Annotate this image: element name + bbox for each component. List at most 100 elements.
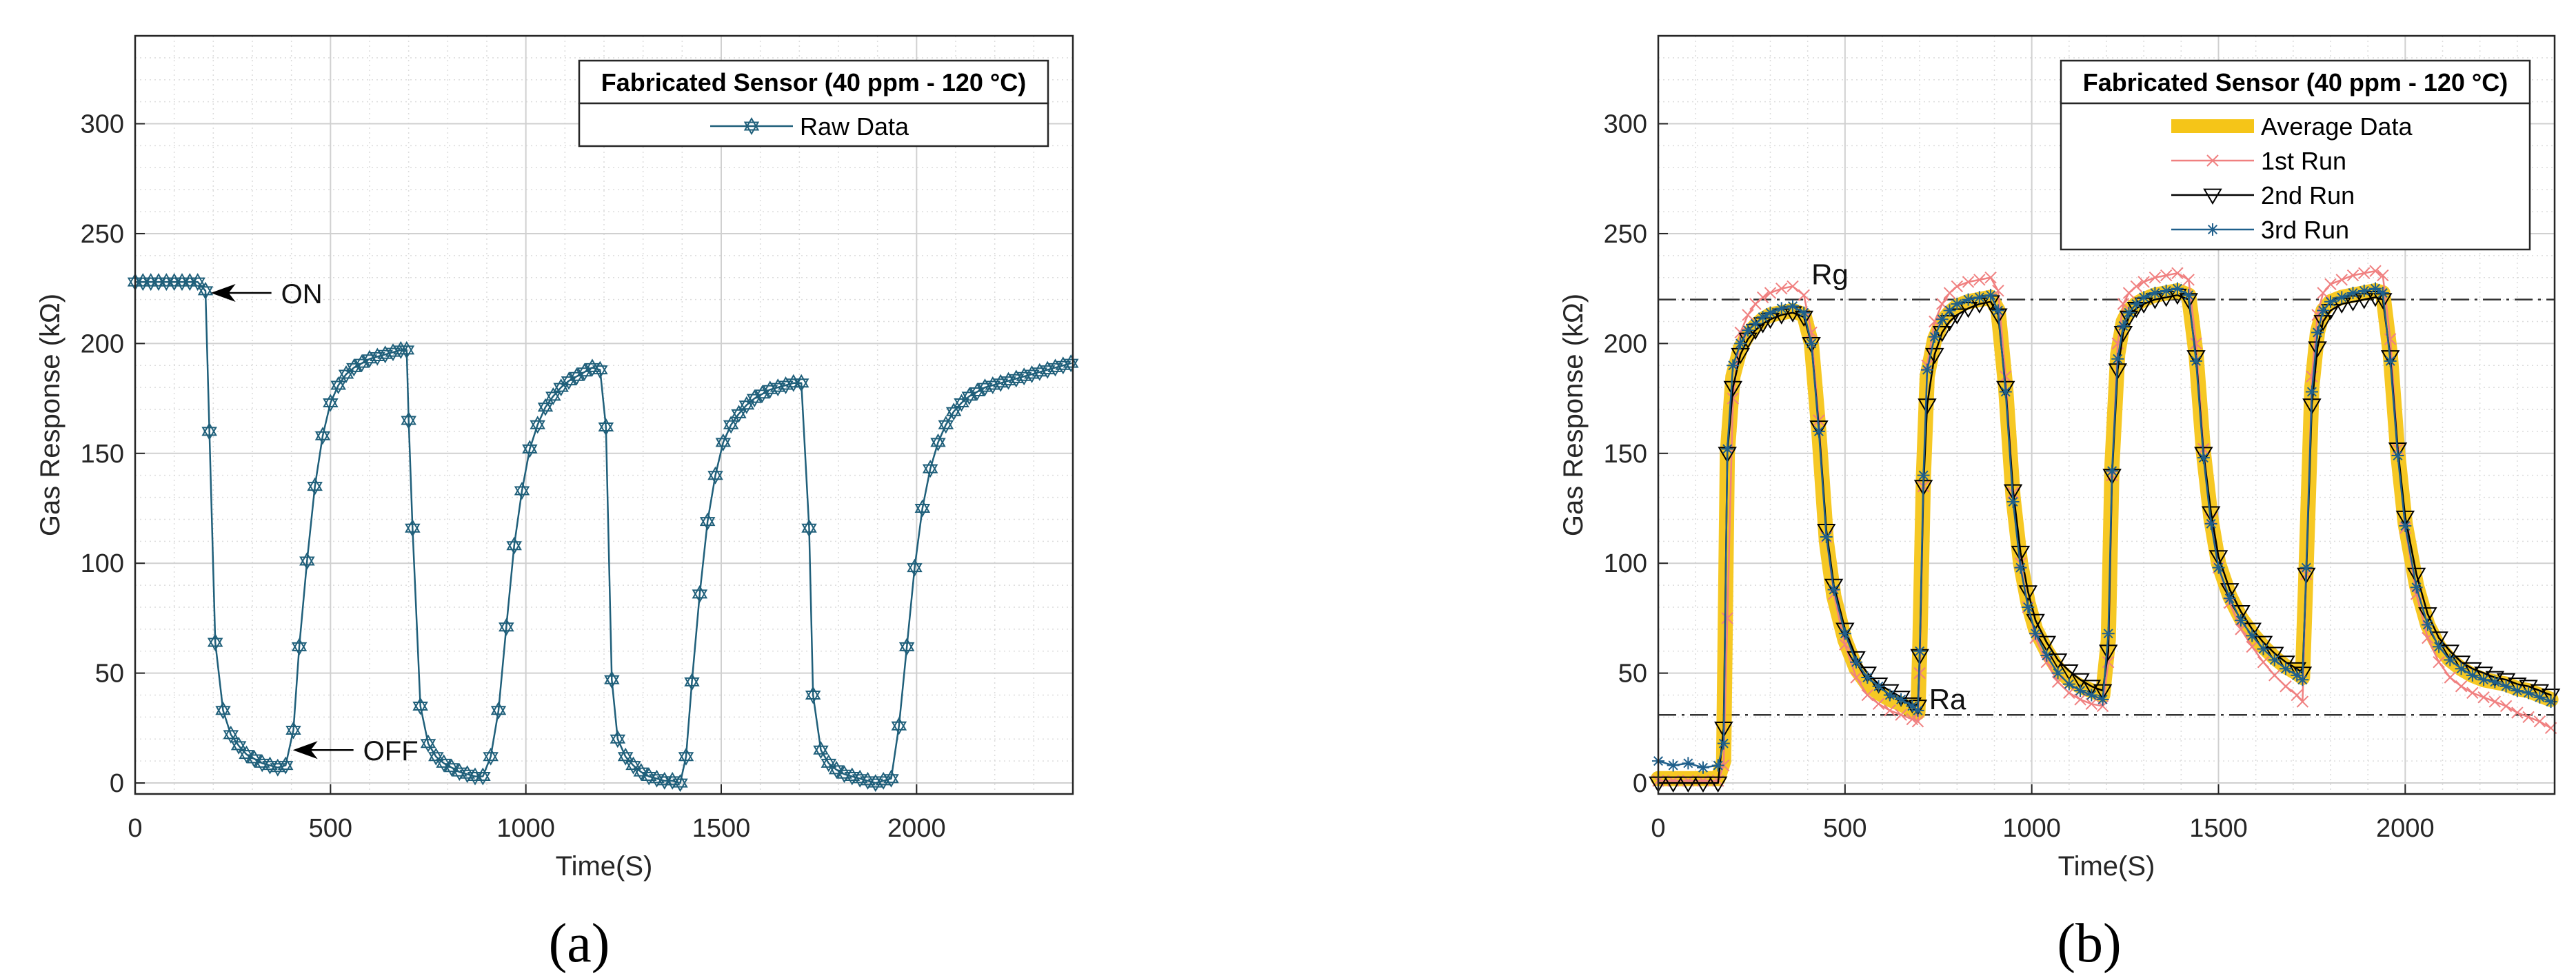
panel-a-series-0-point-b — [610, 734, 626, 748]
panel-b-series-3-point — [2477, 673, 2491, 686]
panel-a-series-0-point — [291, 638, 308, 656]
panel-b-series-3-point — [2223, 592, 2236, 605]
panel-b-series-3-point — [2137, 291, 2151, 304]
panel-b-series-2-point — [1824, 578, 1844, 595]
panel-b-y-tick-label: 150 — [1604, 440, 1647, 469]
panel-b-series-1-point — [1764, 287, 1777, 299]
panel-a-series-0-point — [1063, 354, 1079, 373]
panel-a-series-0-point-a — [569, 367, 585, 381]
panel-a-series-0-point-a — [201, 422, 217, 436]
panel-a-series-0-point-a — [174, 273, 190, 287]
panel-a-series-0-point — [420, 734, 436, 753]
panel-a-legend-marker-0-b — [743, 121, 760, 136]
panel-b-series-2-point — [1858, 666, 1878, 683]
panel-a-series-0-point-b — [150, 277, 167, 292]
panel-b-series-1-point — [2324, 278, 2337, 290]
panel-b-series-3-point — [2149, 287, 2162, 300]
panel-a-series-0-point-b — [746, 394, 763, 408]
panel-b-series-1-point — [1929, 315, 1941, 328]
panel-b-series-3-point — [2499, 680, 2513, 693]
panel-b-series-1-point — [1962, 276, 1975, 288]
panel-a-series-0-point-a — [159, 273, 174, 287]
panel-b-series-2-point — [2011, 545, 2031, 562]
panel-a-series-0-point-a — [805, 686, 821, 700]
panel-b-series-3-point — [1727, 359, 1740, 372]
panel-a-series-0-point-b — [239, 750, 254, 764]
panel-a-series-0-point-b — [499, 622, 514, 636]
panel-b-series-1-point — [2190, 337, 2202, 350]
panel-a-series-0-point-a — [307, 477, 323, 491]
panel-a-series-0-point-a — [246, 750, 263, 764]
panel-b-x-tick-label: 0 — [1651, 814, 1665, 843]
panel-a-series-0-point-a — [338, 365, 354, 379]
panel-b-series-2-point — [2098, 644, 2118, 661]
panel-a-series-0-point — [569, 367, 585, 386]
panel-a-x-tick-label: 500 — [309, 814, 352, 843]
panel-a-series-0-point-a — [207, 633, 223, 647]
panel-a-series-0-point-a — [182, 273, 198, 287]
panel-a-series-0-point — [633, 763, 650, 782]
panel-a-series-0-point-b — [475, 772, 491, 786]
panel-a-series-0-point-b — [561, 376, 577, 390]
panel-a-series-0-point-a — [323, 394, 339, 407]
panel-b-series-1-point — [2051, 675, 2064, 689]
panel-a-series-0-point-a — [922, 460, 938, 473]
panel-a-legend-label-0: Raw Data — [800, 112, 909, 141]
panel-a-series-0-point-a — [954, 394, 969, 407]
panel-b-series-3-point — [2369, 282, 2382, 295]
panel-a-series-0-point-b — [223, 730, 239, 744]
panel-b-series-2-point — [2186, 350, 2206, 367]
panel-a-series-0-point-b — [537, 403, 554, 416]
panel-a-series-0-point — [182, 273, 198, 292]
panel-a-series-0-point-b — [277, 761, 294, 775]
panel-b-y-tick-label: 250 — [1604, 220, 1647, 249]
panel-a-series-0-point-b — [246, 754, 263, 768]
panel-b-series-3-point — [2212, 561, 2225, 574]
panel-a-series-0-point — [598, 418, 614, 436]
panel-a-series-0-point-b — [945, 407, 962, 421]
panel-a-series-0-point — [159, 273, 174, 292]
panel-a-series-0-point-b — [592, 365, 608, 379]
panel-a-series-0-point-b — [576, 367, 592, 381]
panel-a-x-tick-label: 2000 — [887, 814, 946, 843]
panel-a-series-0-point — [490, 701, 507, 720]
panel-a-legend-title: Fabricated Sensor (40 ppm - 120 °C) — [601, 68, 1027, 96]
panel-b-series-3-point — [2305, 385, 2318, 398]
panel-a-series-0-point-a — [436, 754, 452, 768]
panel-b-series-3-point — [2335, 291, 2348, 304]
panel-a-series-0-point-a — [197, 281, 214, 296]
panel-a-series-0-point — [166, 273, 182, 292]
panel-a-annotation-arrow-head — [210, 284, 236, 303]
panel-a-series-0-point-a — [961, 387, 978, 401]
panel-label-b: (b) — [2057, 913, 2121, 974]
panel-a-legend-title-box — [578, 59, 1049, 105]
panel-a-series-0-point — [692, 584, 708, 603]
panel-a-series-0-point-b — [428, 752, 444, 766]
panel-a-series-0-point-a — [490, 701, 507, 715]
panel-b-series-2-point — [2308, 341, 2327, 358]
panel-b-series-1-point — [2369, 265, 2382, 277]
panel-b-series-1-point — [1992, 285, 2004, 297]
panel-b-series-1-point — [2358, 267, 2371, 280]
panel-b-x-tick-label: 2000 — [2376, 814, 2435, 843]
panel-b-series-2-point — [1918, 398, 1937, 415]
panel-a-series-0-point-a — [150, 273, 167, 287]
panel-b-series-1-point — [2182, 274, 2195, 286]
panel-b-series-3-point — [2357, 284, 2371, 297]
panel-b-series-2-point — [1693, 776, 1713, 793]
panel-b-series-1-point — [2000, 370, 2012, 383]
panel-b-series-3-point — [2346, 287, 2359, 300]
panel-b-series-3-point — [1895, 693, 1908, 706]
panel-a-series-0-point — [522, 440, 538, 458]
panel-a-series-0-point-b — [443, 763, 460, 777]
panel-a-series-0-point-b — [821, 758, 837, 773]
panel-a-series-0-point — [314, 427, 331, 445]
panel-a-series-0-point-a — [166, 273, 182, 287]
panel-a-series-0-point-b — [891, 721, 907, 735]
panel-b-series-3-point — [1764, 306, 1777, 319]
panel-a-series-0-point-b — [883, 774, 899, 788]
panel-b-series-3-point — [2130, 297, 2143, 310]
panel-b-legend: Fabricated Sensor (40 ppm - 120 °C) Avera… — [2060, 59, 2531, 251]
panel-a-series-0-point-b — [285, 726, 301, 740]
panel-b-series-3-point — [1787, 300, 1799, 313]
